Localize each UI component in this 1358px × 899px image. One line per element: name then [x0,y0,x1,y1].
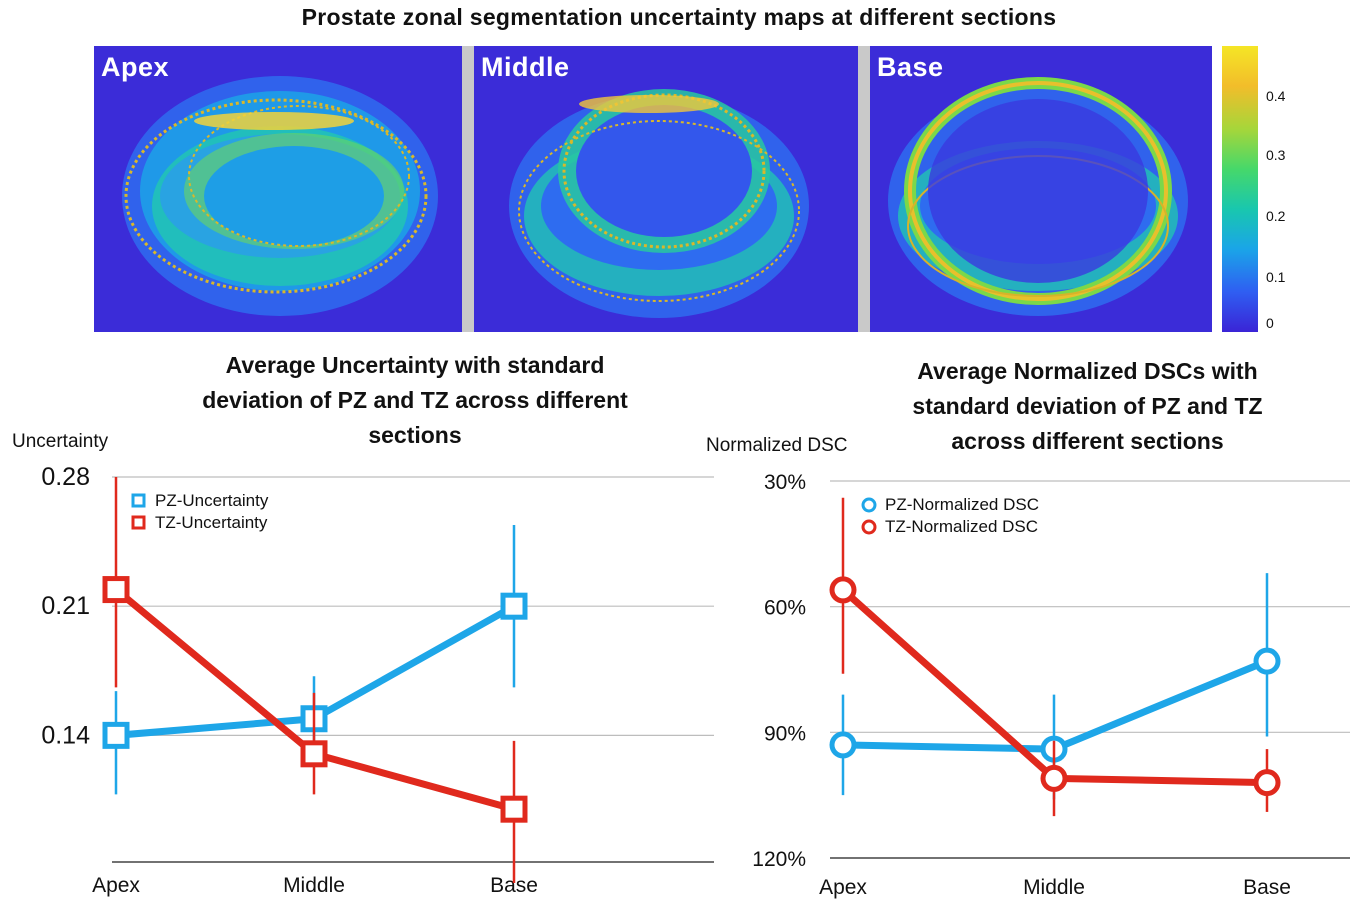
title-line: sections [368,422,462,448]
data-point [300,740,328,768]
panel-divider [858,46,870,332]
data-point [102,721,130,749]
middle-map-image [474,46,858,332]
colorbar-tick: 0.1 [1266,269,1286,285]
title-line: Average Normalized DSCs with [917,358,1258,384]
y-tick-label: 0.21 [41,592,90,620]
legend-marker [861,497,877,513]
y-axis-label: Uncertainty [12,431,109,452]
apex-map-image [94,46,462,332]
normalized-dsc-chart: Normalized DSC 30% 60% 90% 120% Apex Middle Bas… [706,435,1350,899]
colorbar-tick: 0.4 [1266,88,1286,104]
legend-label: TZ-Normalized DSC [885,517,1038,536]
x-tick-label: Apex [92,874,140,897]
panel-label-base: Base [877,52,944,82]
dsc-chart-title: Average Normalized DSCs with standard de… [820,354,1355,459]
legend-marker [131,515,146,530]
panel-divider [462,46,474,332]
panel-label-middle: Middle [481,52,570,82]
middle-uncertainty-map: Middle [474,46,858,332]
y-tick-label: 120% [752,848,806,871]
x-tick-label: Base [490,874,538,897]
y-tick-label: 60% [764,597,806,620]
title-line: Average Uncertainty with standard [225,352,605,378]
panel-label-apex: Apex [101,52,170,82]
title-line: across different sections [951,428,1224,454]
legend-marker [861,519,877,535]
base-uncertainty-map: Base [870,46,1212,332]
legend-marker [131,493,146,508]
base-map-image [870,46,1212,332]
title-line: standard deviation of PZ and TZ [912,393,1263,419]
colorbar [1222,46,1258,332]
data-point [500,795,528,823]
x-tick-label: Middle [283,874,345,897]
legend-label: TZ-Uncertainty [155,513,268,532]
legend-label: PZ-Normalized DSC [885,495,1039,514]
x-tick-label: Middle [1023,876,1085,899]
colorbar-tick: 0 [1266,315,1274,331]
apex-uncertainty-map: Apex [94,46,462,332]
y-tick-label: 0.28 [41,463,90,491]
uncertainty-chart-title: Average Uncertainty with standard deviat… [110,348,720,453]
data-point [1253,647,1281,675]
x-tick-label: Base [1243,876,1291,899]
data-point [102,576,130,604]
y-axis-label: Normalized DSC [706,435,847,456]
data-point [829,576,857,604]
y-tick-label: 0.14 [41,721,90,749]
y-tick-label: 90% [764,722,806,745]
data-point [1040,764,1068,792]
x-tick-label: Apex [819,876,867,899]
legend-label: PZ-Uncertainty [155,491,269,510]
colorbar-tick: 0.3 [1266,147,1286,163]
data-point [500,592,528,620]
title-line: deviation of PZ and TZ across different [202,387,628,413]
colorbar-tick: 0.2 [1266,208,1286,224]
y-tick-label: 30% [764,471,806,494]
uncertainty-chart: Uncertainty 0.28 0.21 0.14 Apex Middle Base PZ-… [12,431,714,897]
figure-title: Prostate zonal segmentation uncertainty … [301,4,1057,30]
data-point [1253,769,1281,797]
data-point [829,731,857,759]
